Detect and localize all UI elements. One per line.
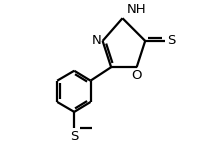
Text: O: O [131,69,142,82]
Text: S: S [70,130,78,143]
Text: N: N [91,34,101,47]
Text: S: S [167,34,175,47]
Text: NH: NH [127,3,146,16]
